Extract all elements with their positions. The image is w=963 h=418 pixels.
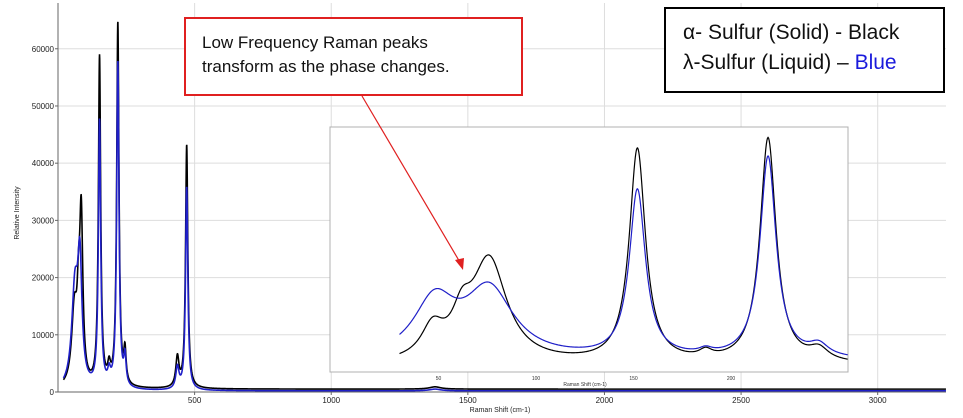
main-y-tick-label: 60000 xyxy=(32,45,55,54)
legend-entry-liquid-color: Blue xyxy=(854,51,897,74)
inset-chart: 50 100 150 200 Raman Shift (cm-1) xyxy=(329,126,849,388)
callout-line-2: transform as the phase changes. xyxy=(202,57,450,76)
inset-series-line-liquid xyxy=(399,154,848,356)
main-axes xyxy=(57,3,946,393)
inset-frame xyxy=(329,126,849,373)
inset-x-axis-title: Raman Shift (cm-1) xyxy=(563,382,607,388)
inset-x-tick-label: 50 xyxy=(436,376,442,382)
main-x-tick-label: 2000 xyxy=(596,396,614,405)
main-x-tick-label: 3000 xyxy=(869,396,887,405)
main-series-line-liquid xyxy=(62,60,946,392)
main-x-tick-label: 1500 xyxy=(459,396,477,405)
main-x-tick-label: 1000 xyxy=(322,396,340,405)
main-y-tick-label: 30000 xyxy=(32,216,55,225)
legend-entry-solid: α- Sulfur (Solid) - Black xyxy=(683,21,900,44)
legend-box: α- Sulfur (Solid) - Black λ-Sulfur (Liqu… xyxy=(664,7,945,93)
main-series-line-solid xyxy=(62,21,946,390)
main-x-tick-label: 2500 xyxy=(732,396,750,405)
main-y-tick-label: 50000 xyxy=(32,102,55,111)
main-tick-labels: 0 10000 20000 30000 40000 50000 60000 500 1000 15… xyxy=(32,45,887,405)
main-y-tick-label: 0 xyxy=(50,388,55,397)
callout-arrow xyxy=(361,95,464,270)
callout-box: Low Frequency Raman peaks transform as t… xyxy=(184,17,523,96)
main-y-tick-label: 10000 xyxy=(32,331,55,340)
inset-series-line-solid xyxy=(399,136,848,360)
main-x-tick-label: 500 xyxy=(188,396,202,405)
legend-entry-liquid: λ-Sulfur (Liquid) – Blue xyxy=(683,48,943,78)
inset-series-group xyxy=(399,136,848,360)
legend-entry-liquid-label: λ-Sulfur (Liquid) – xyxy=(683,51,855,74)
callout-line-1: Low Frequency Raman peaks xyxy=(202,33,428,52)
inset-x-tick-label: 150 xyxy=(629,376,638,382)
inset-x-tick-label: 200 xyxy=(727,376,736,382)
main-y-tick-label: 20000 xyxy=(32,274,55,283)
main-y-tick-label: 40000 xyxy=(32,159,55,168)
inset-x-tick-label: 100 xyxy=(532,376,541,382)
y-axis-title: Relative Intensity xyxy=(14,186,21,240)
inset-tick-labels: 50 100 150 200 xyxy=(436,376,736,382)
main-series-group xyxy=(62,21,946,392)
x-axis-title: Raman Shift (cm-1) xyxy=(470,407,531,414)
